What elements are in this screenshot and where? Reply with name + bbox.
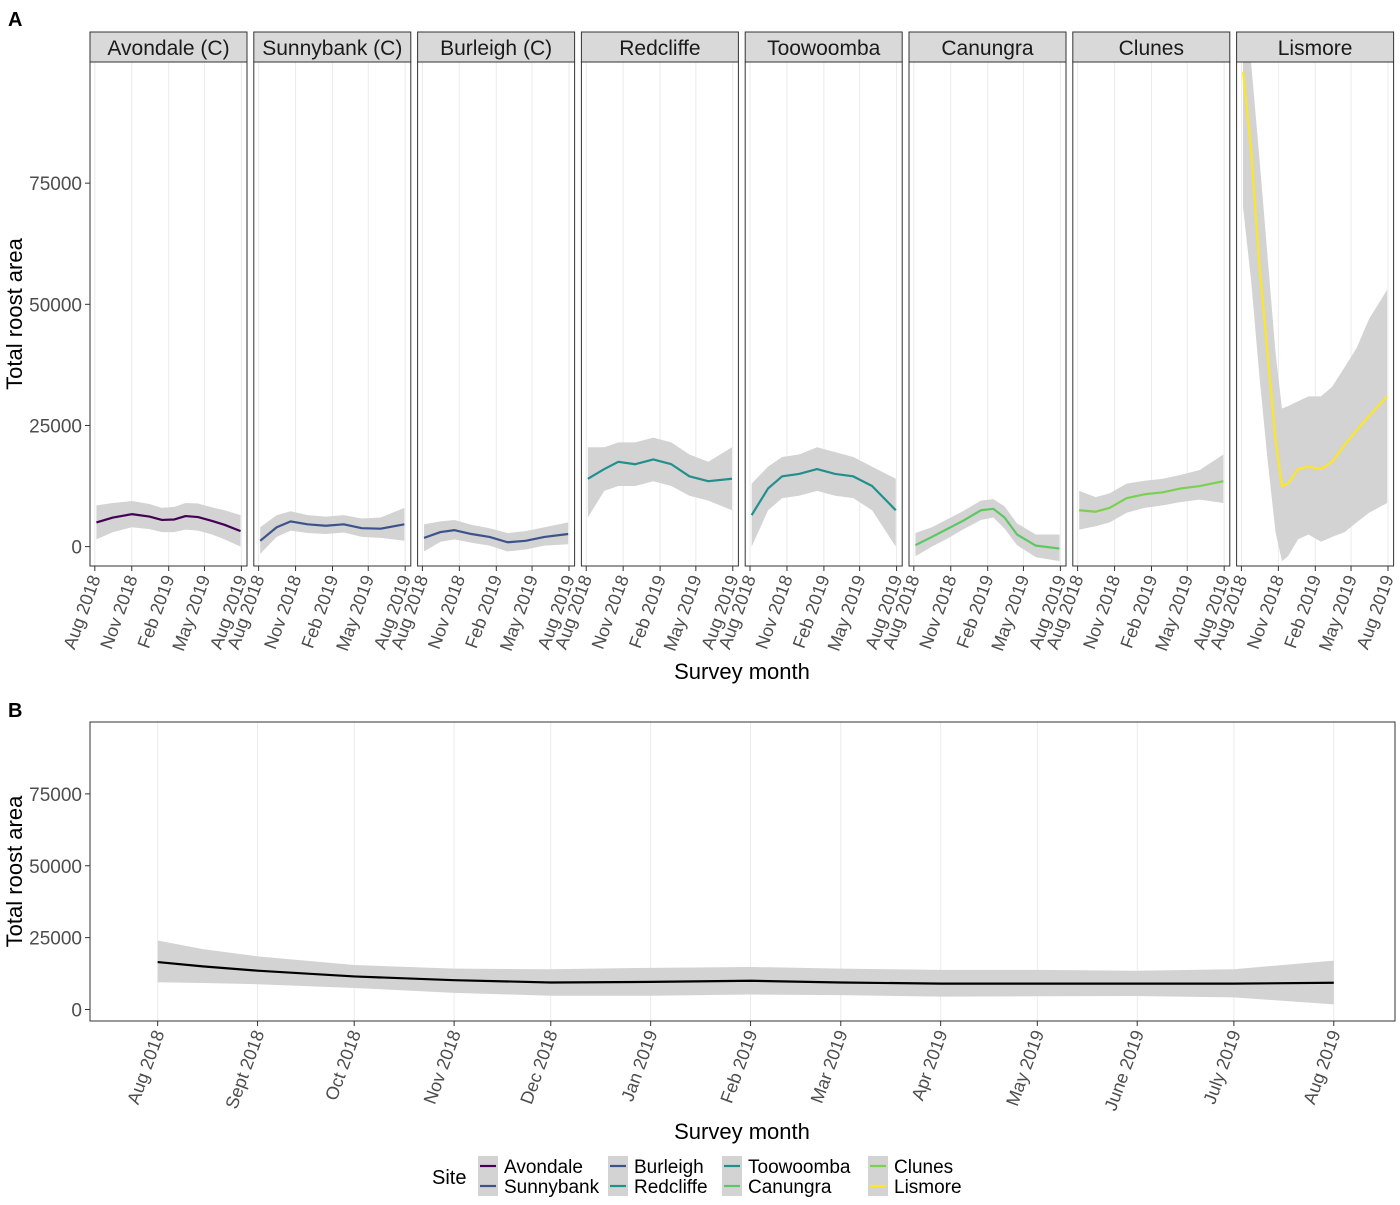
x-tick-label: Aug 2019 bbox=[1299, 1028, 1344, 1107]
x-axis-title: Survey month bbox=[674, 659, 810, 684]
y-tick-label: 75000 bbox=[29, 174, 82, 195]
legend-label: Toowoomba bbox=[748, 1157, 851, 1178]
series-line bbox=[750, 467, 897, 516]
facet-strip bbox=[580, 31, 739, 63]
legend-label: Lismore bbox=[894, 1177, 962, 1198]
series-line bbox=[157, 960, 1334, 985]
confidence-ribbon bbox=[260, 507, 405, 554]
x-axis-title: Survey month bbox=[674, 1119, 810, 1144]
y-tick-label: 50000 bbox=[29, 295, 82, 316]
x-tick-label: Aug 2019 bbox=[1353, 573, 1398, 652]
confidence-ribbon bbox=[157, 940, 1334, 1005]
facet-strip bbox=[417, 31, 576, 63]
x-tick-label: Feb 2019 bbox=[717, 1028, 762, 1106]
x-tick-label: Oct 2018 bbox=[321, 1028, 365, 1103]
confidence-ribbon bbox=[96, 501, 241, 547]
facet-strip bbox=[253, 31, 412, 63]
legend-title: Site bbox=[432, 1167, 466, 1189]
facet-strip-label: Redcliffe bbox=[619, 37, 700, 60]
x-tick-label: June 2019 bbox=[1100, 1028, 1148, 1114]
legend-label: Redcliffe bbox=[634, 1177, 708, 1198]
x-tick-label: Apr 2019 bbox=[908, 1028, 952, 1103]
panel-a-label: A bbox=[8, 9, 22, 31]
legend-label: Clunes bbox=[894, 1157, 953, 1178]
facet-strip-label: Toowoomba bbox=[767, 37, 881, 60]
confidence-ribbon bbox=[915, 499, 1060, 562]
x-tick-label: July 2019 bbox=[1199, 1028, 1244, 1107]
y-axis-title: Total roost area bbox=[2, 237, 27, 389]
y-tick-label: 75000 bbox=[29, 785, 82, 806]
y-tick-label: 25000 bbox=[29, 929, 82, 950]
facet-strip-label: Burleigh (C) bbox=[440, 37, 552, 60]
series-line bbox=[1241, 71, 1388, 488]
x-tick-label: Dec 2018 bbox=[516, 1028, 561, 1107]
confidence-ribbon bbox=[587, 437, 732, 518]
legend-label: Burleigh bbox=[634, 1157, 704, 1178]
panel-border bbox=[89, 721, 1396, 1022]
legend-label: Avondale bbox=[504, 1157, 583, 1178]
series-line bbox=[96, 513, 241, 533]
y-axis-title: Total roost area bbox=[2, 795, 27, 947]
facet-strip-label: Canungra bbox=[941, 37, 1034, 60]
panel-b: Aug 2018 Sept 2018 Oct 2018 Nov 2018 Dec 201… bbox=[89, 721, 1396, 1114]
facet-strip bbox=[1236, 31, 1395, 63]
x-tick-label: Mar 2019 bbox=[807, 1028, 852, 1106]
series-line bbox=[587, 458, 733, 483]
legend-label: Canungra bbox=[748, 1177, 832, 1198]
x-tick-label: May 2019 bbox=[1002, 1028, 1048, 1109]
confidence-ribbon bbox=[751, 447, 896, 547]
x-tick-label: Nov 2018 bbox=[420, 1028, 465, 1107]
y-tick-label: 0 bbox=[71, 1001, 82, 1022]
legend-label: Sunnybank bbox=[504, 1177, 600, 1198]
x-tick-label: Sept 2018 bbox=[221, 1028, 268, 1112]
x-tick-label: Jan 2019 bbox=[617, 1028, 661, 1104]
confidence-ribbon bbox=[424, 519, 569, 552]
facet-strip-label: Sunnybank (C) bbox=[262, 37, 402, 60]
series-line bbox=[914, 507, 1060, 550]
y-tick-label: 25000 bbox=[29, 416, 82, 437]
facet-strip-label: Avondale (C) bbox=[107, 37, 229, 60]
x-tick-label: Aug 2018 bbox=[123, 1028, 168, 1107]
facet-strip-label: Clunes bbox=[1119, 37, 1184, 60]
panel-b-label: B bbox=[8, 700, 22, 722]
confidence-ribbon bbox=[1079, 454, 1224, 530]
facet-strip-label: Lismore bbox=[1278, 37, 1353, 60]
y-tick-label: 50000 bbox=[29, 857, 82, 878]
facet-strip bbox=[744, 31, 903, 63]
series-line bbox=[423, 529, 569, 544]
series-line bbox=[259, 520, 405, 542]
facet-strip bbox=[1072, 31, 1231, 63]
facet-strip bbox=[89, 31, 248, 63]
series-line bbox=[1079, 480, 1224, 513]
y-tick-label: 0 bbox=[71, 538, 82, 559]
